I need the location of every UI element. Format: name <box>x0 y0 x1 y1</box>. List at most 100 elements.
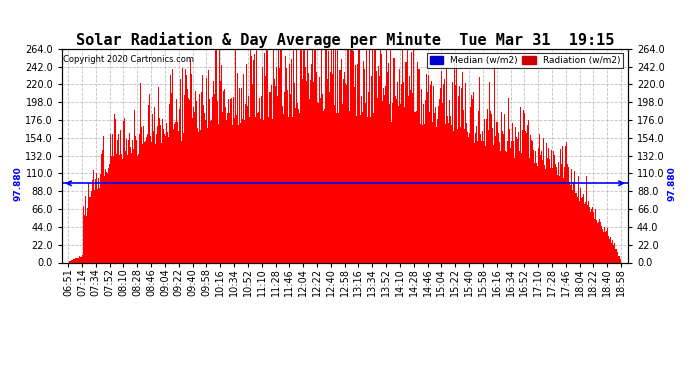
Bar <box>121 154 122 262</box>
Bar <box>92 195 93 262</box>
Bar <box>79 256 80 262</box>
Bar <box>142 144 143 262</box>
Title: Solar Radiation & Day Average per Minute  Tue Mar 31  19:15: Solar Radiation & Day Average per Minute… <box>76 32 614 48</box>
Bar <box>154 107 155 262</box>
Bar <box>582 196 583 262</box>
Bar <box>311 64 312 262</box>
Bar <box>186 108 187 262</box>
Bar <box>399 69 400 262</box>
Bar <box>240 123 241 262</box>
Bar <box>357 64 358 262</box>
Bar <box>562 146 563 262</box>
Bar <box>618 256 619 262</box>
Bar <box>577 197 578 262</box>
Bar <box>594 219 595 262</box>
Bar <box>369 44 370 262</box>
Bar <box>440 88 441 262</box>
Bar <box>185 69 186 262</box>
Bar <box>322 94 323 262</box>
Bar <box>253 60 254 262</box>
Bar <box>378 66 379 262</box>
Bar <box>607 228 608 262</box>
Bar <box>512 123 513 262</box>
Bar <box>166 123 167 262</box>
Bar <box>355 65 356 262</box>
Bar <box>534 154 535 262</box>
Bar <box>244 120 245 262</box>
Bar <box>105 168 106 262</box>
Bar <box>281 44 282 262</box>
Bar <box>331 44 332 262</box>
Bar <box>287 90 288 262</box>
Bar <box>152 114 153 262</box>
Bar <box>466 123 467 262</box>
Bar <box>614 243 615 262</box>
Bar <box>256 47 257 262</box>
Bar <box>489 82 490 262</box>
Bar <box>555 162 556 262</box>
Bar <box>263 120 264 262</box>
Bar <box>131 153 132 262</box>
Bar <box>420 124 421 262</box>
Bar <box>179 130 181 262</box>
Bar <box>371 76 372 262</box>
Bar <box>295 108 296 262</box>
Bar <box>481 141 482 262</box>
Bar <box>261 69 262 262</box>
Bar <box>317 102 318 262</box>
Bar <box>106 172 107 262</box>
Bar <box>434 112 435 262</box>
Bar <box>262 67 263 262</box>
Bar <box>134 118 135 262</box>
Bar <box>204 113 205 262</box>
Bar <box>87 198 88 262</box>
Bar <box>297 64 299 262</box>
Bar <box>616 249 617 262</box>
Bar <box>406 62 407 262</box>
Bar <box>575 193 576 262</box>
Bar <box>273 92 274 262</box>
Bar <box>430 85 431 262</box>
Bar <box>323 44 324 262</box>
Bar <box>277 96 278 262</box>
Bar <box>249 117 250 262</box>
Bar <box>271 85 272 262</box>
Bar <box>235 44 236 262</box>
Bar <box>583 194 584 262</box>
Bar <box>150 136 151 262</box>
Bar <box>97 189 98 262</box>
Bar <box>162 119 163 262</box>
Bar <box>524 150 525 262</box>
Bar <box>73 259 74 262</box>
Bar <box>320 98 321 262</box>
Bar <box>316 72 317 262</box>
Bar <box>269 92 270 262</box>
Bar <box>390 44 391 262</box>
Bar <box>598 222 599 262</box>
Bar <box>173 129 174 262</box>
Bar <box>71 260 72 262</box>
Bar <box>242 98 244 262</box>
Bar <box>356 116 357 262</box>
Bar <box>83 219 84 262</box>
Bar <box>101 154 102 262</box>
Bar <box>321 44 322 262</box>
Bar <box>465 84 466 262</box>
Bar <box>403 82 404 262</box>
Bar <box>473 92 474 262</box>
Bar <box>379 49 380 262</box>
Bar <box>165 111 166 262</box>
Bar <box>177 122 178 262</box>
Bar <box>368 92 369 262</box>
Bar <box>424 124 425 262</box>
Bar <box>591 209 592 262</box>
Bar <box>507 141 508 262</box>
Bar <box>487 109 488 262</box>
Bar <box>606 232 607 262</box>
Bar <box>130 131 131 262</box>
Bar <box>568 167 569 262</box>
Bar <box>567 164 568 262</box>
Bar <box>145 141 146 262</box>
Bar <box>615 249 616 262</box>
Bar <box>81 256 82 262</box>
